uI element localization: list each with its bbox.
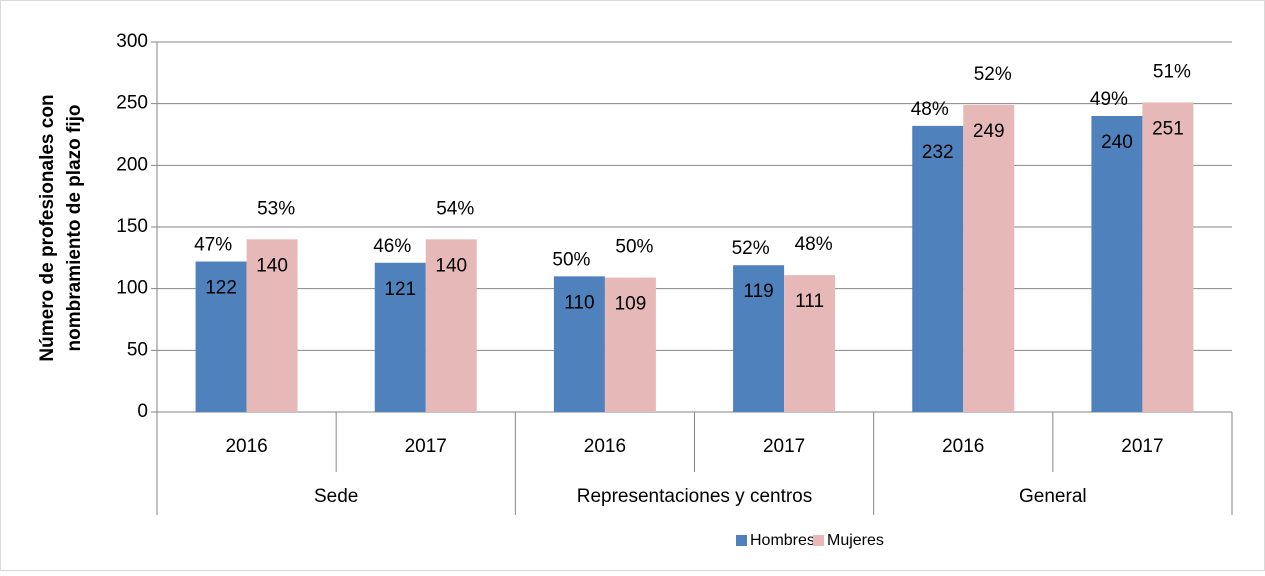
bar (425, 239, 477, 412)
legend-swatch (736, 535, 747, 546)
x-tick-label: 2017 (763, 436, 805, 457)
percent-label: 46% (373, 236, 411, 257)
x-tick-label: 2017 (1121, 436, 1163, 457)
percent-label: 52% (974, 64, 1012, 85)
value-label: 109 (615, 294, 647, 315)
group-label: Representaciones y centros (577, 486, 813, 507)
percent-label: 54% (436, 198, 474, 219)
legend-label: Mujeres (827, 532, 884, 549)
value-label: 232 (922, 142, 954, 163)
percent-label: 50% (552, 249, 590, 270)
bar (912, 125, 964, 412)
value-label: 140 (435, 255, 467, 276)
percent-label: 48% (795, 234, 833, 255)
bar (1142, 102, 1194, 412)
percent-label: 51% (1153, 61, 1191, 82)
legend-label: Hombres (750, 532, 815, 549)
value-label: 111 (795, 291, 824, 312)
percent-label: 53% (257, 198, 295, 219)
y-tick-label: 250 (116, 93, 148, 114)
value-label: 121 (384, 279, 416, 300)
bar (963, 104, 1015, 413)
value-label: 122 (205, 278, 237, 299)
legend-swatch (813, 535, 824, 546)
bar (1091, 116, 1143, 412)
bar (374, 262, 426, 412)
percent-label: 52% (732, 238, 770, 259)
y-axis-title: nombramiento de plazo fijo (64, 104, 85, 351)
y-tick-label: 100 (116, 278, 148, 299)
percent-label: 50% (615, 237, 653, 258)
value-label: 249 (973, 121, 1005, 142)
value-label: 251 (1152, 118, 1184, 139)
x-tick-label: 2016 (225, 436, 267, 457)
value-label: 240 (1101, 132, 1133, 153)
percent-label: 48% (911, 99, 949, 120)
y-tick-label: 300 (116, 31, 148, 52)
value-label: 110 (564, 292, 594, 313)
bar (784, 275, 836, 412)
percent-label: 47% (194, 235, 232, 256)
x-tick-label: 2017 (405, 436, 447, 457)
y-tick-label: 0 (137, 401, 148, 422)
group-label: Sede (314, 486, 358, 507)
group-label: General (1019, 486, 1087, 507)
y-axis-title: Número de profesionales con (37, 94, 58, 361)
bar (733, 265, 785, 412)
x-tick-label: 2016 (584, 436, 626, 457)
y-tick-label: 150 (116, 216, 148, 237)
percent-label: 49% (1090, 89, 1128, 110)
x-tick-label: 2016 (942, 436, 984, 457)
bar (604, 277, 656, 412)
y-tick-label: 50 (127, 339, 148, 360)
value-label: 119 (743, 281, 773, 302)
value-label: 140 (256, 255, 288, 276)
y-tick-label: 200 (116, 154, 148, 175)
bar (195, 261, 247, 412)
bar (553, 276, 605, 412)
bar (246, 239, 298, 412)
